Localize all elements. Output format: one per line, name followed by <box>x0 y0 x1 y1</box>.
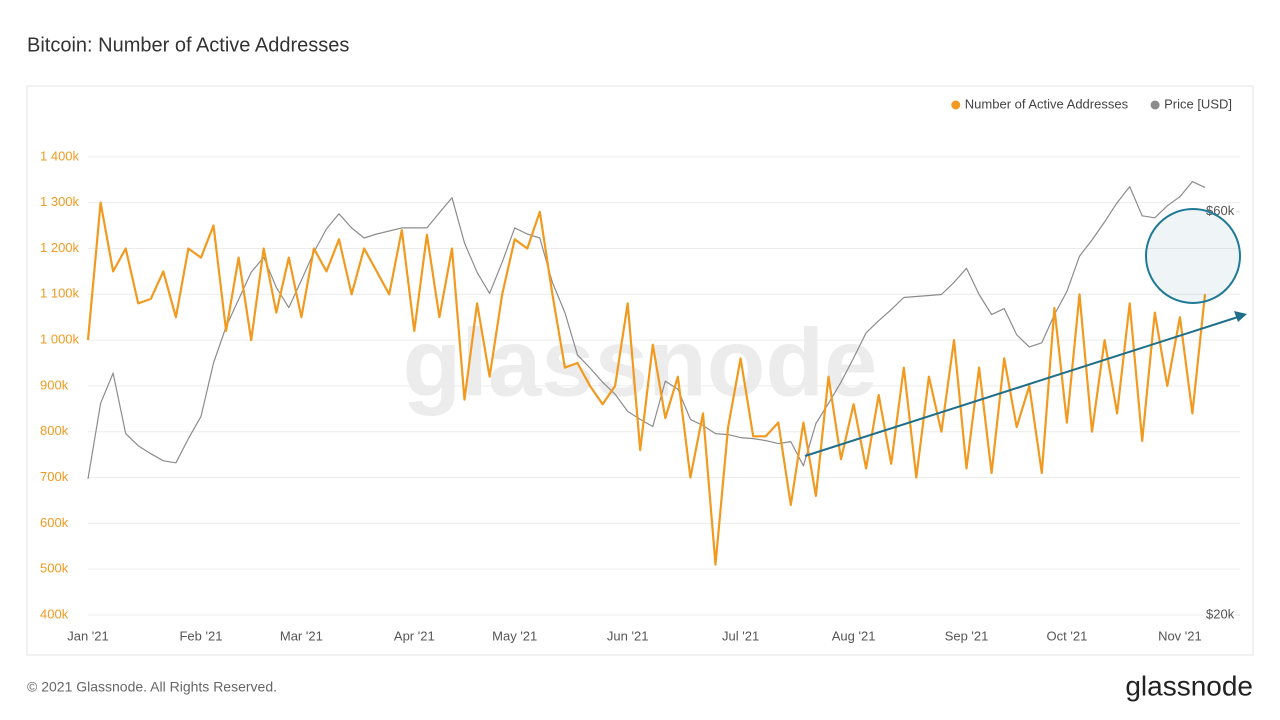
footer: © 2021 Glassnode. All Rights Reserved. <box>27 679 277 695</box>
x-tick-label: May '21 <box>492 628 537 643</box>
chart-title: Bitcoin: Number of Active Addresses <box>27 34 349 56</box>
x-tick-label: Mar '21 <box>280 628 323 643</box>
x-tick-label: Jan '21 <box>67 628 109 643</box>
y-tick-label: 900k <box>40 377 69 392</box>
x-tick-label: Jul '21 <box>722 628 759 643</box>
highlight-circle <box>1145 208 1241 304</box>
x-tick-label: Aug '21 <box>832 628 876 643</box>
trend-arrow <box>804 316 1239 457</box>
y-tick-label: 1 200k <box>40 240 80 255</box>
y-tick-label: 800k <box>40 423 69 438</box>
x-tick-label: Jun '21 <box>607 628 649 643</box>
series-line <box>87 181 1206 479</box>
y-tick-label: 600k <box>40 515 69 530</box>
x-tick-label: Oct '21 <box>1047 628 1088 643</box>
arrow-head <box>1234 311 1247 322</box>
y-tick-label: 1 400k <box>40 148 80 163</box>
legend-marker <box>951 100 961 110</box>
y-tick-label: 1 300k <box>40 194 80 209</box>
y-tick-label: 700k <box>40 469 69 484</box>
x-tick-label: Nov '21 <box>1158 628 1202 643</box>
y-tick-label: 400k <box>40 606 69 621</box>
plot-area: 400k 500k 600k 700k 800k 900k 1 000k 1 100k 1 20… <box>40 148 1240 643</box>
y-tick-label: 500k <box>40 561 69 576</box>
series-line <box>86 201 1207 566</box>
logo: glassnode <box>1125 670 1253 701</box>
x-tick-label: Apr '21 <box>394 628 435 643</box>
y2-tick-label: $20k <box>1206 606 1235 621</box>
legend-label: Number of Active Addresses <box>965 96 1129 111</box>
chart-frame <box>26 85 1254 656</box>
x-tick-label: Sep '21 <box>945 628 989 643</box>
y-tick-label: 1 000k <box>40 332 80 347</box>
legend-label: Price [USD] <box>1164 96 1232 111</box>
x-tick-label: Feb '21 <box>179 628 222 643</box>
y-tick-label: 1 100k <box>40 286 80 301</box>
legend-marker <box>1150 100 1160 110</box>
